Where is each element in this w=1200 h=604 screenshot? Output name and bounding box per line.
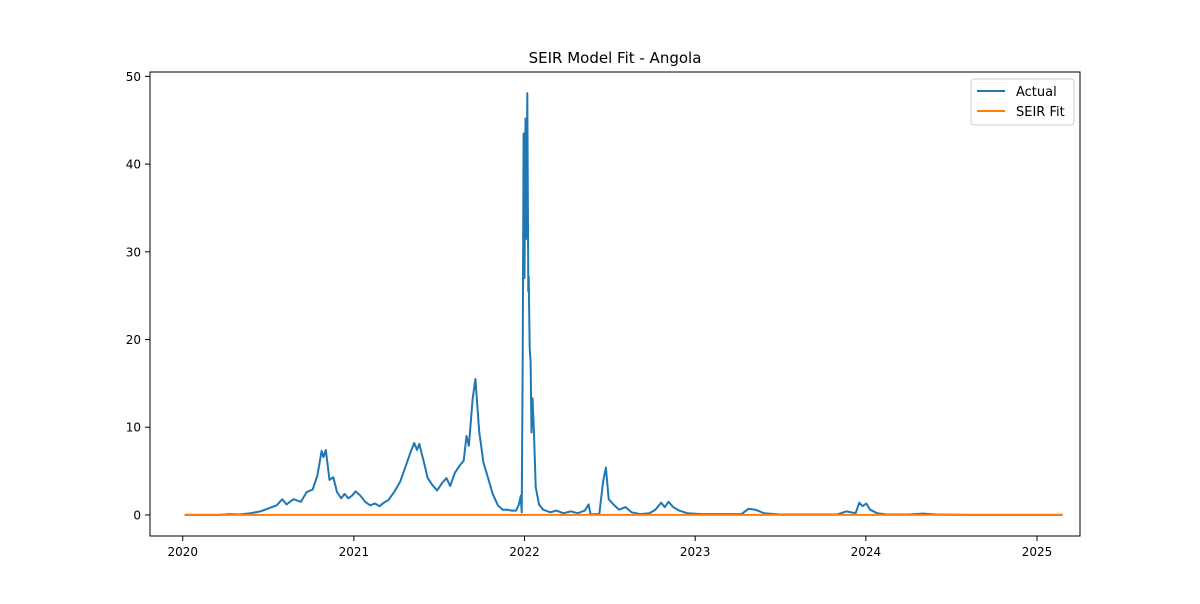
x-tick-label: 2023 xyxy=(680,545,711,559)
y-tick-label: 40 xyxy=(126,158,141,172)
series-line-actual xyxy=(184,92,1063,516)
x-tick-label: 2025 xyxy=(1022,545,1053,559)
x-axis: 2020 2021 2022 2023 2024 2025 xyxy=(167,536,1052,559)
y-tick-label: 50 xyxy=(126,70,141,84)
plot-frame xyxy=(149,71,1081,537)
y-tick-label: 0 xyxy=(133,508,141,522)
y-tick-label: 10 xyxy=(126,421,141,435)
chart-title: SEIR Model Fit - Angola xyxy=(529,49,702,67)
x-tick-label: 2022 xyxy=(509,545,540,559)
y-tick-label: 20 xyxy=(126,333,141,347)
y-axis: 0 10 20 30 40 50 xyxy=(126,70,150,522)
legend: Actual SEIR Fit xyxy=(970,78,1075,126)
y-tick-label: 30 xyxy=(126,245,141,259)
x-tick-label: 2020 xyxy=(167,545,198,559)
series-group xyxy=(184,92,1063,516)
legend-label-seir-fit: SEIR Fit xyxy=(1016,105,1065,120)
legend-label-actual: Actual xyxy=(1016,85,1057,100)
x-tick-label: 2021 xyxy=(339,545,370,559)
x-tick-label: 2024 xyxy=(851,545,882,559)
